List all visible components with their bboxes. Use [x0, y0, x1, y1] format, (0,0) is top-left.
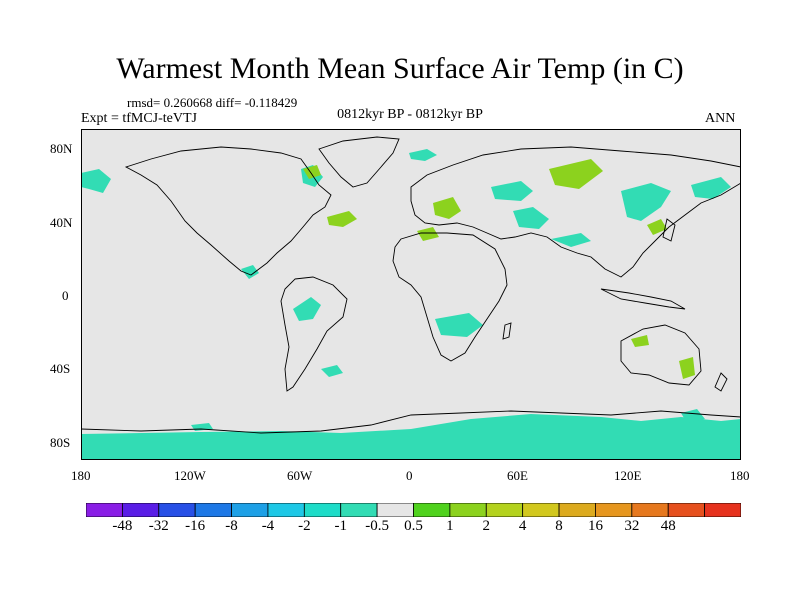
colorbar-box-9	[413, 503, 451, 517]
patch-tibet	[551, 233, 591, 247]
colorbar-label-14: 32	[624, 518, 640, 534]
patch-africa-south	[435, 313, 483, 337]
lon-label-0: 0	[406, 468, 413, 483]
lon-label-60w: 60W	[287, 468, 313, 483]
colorbar-label-6: -1	[334, 518, 347, 534]
colorbar-box-6	[303, 503, 342, 517]
patch-green-europe	[433, 197, 461, 219]
patch-bering	[81, 169, 111, 193]
colorbar-box-5	[267, 503, 305, 517]
colorbar-label-10: 2	[482, 518, 491, 534]
colorbar-box-11	[485, 503, 524, 517]
coast-antarctica	[81, 410, 741, 434]
colorbar-box-13	[558, 503, 596, 517]
lat-label-80s: 80S	[50, 435, 71, 450]
coast-greenland	[318, 136, 400, 188]
colorbar-label-7: -0.5	[365, 518, 389, 534]
lon-label-60e: 60E	[507, 468, 528, 483]
patch-green-japan	[647, 219, 667, 235]
coast-africa	[392, 232, 508, 362]
lon-label-120e: 120E	[614, 468, 642, 483]
colorbar-label-5: -2	[298, 518, 311, 534]
colorbar-box-4	[231, 503, 269, 517]
colorbar-box-17	[704, 503, 741, 517]
colorbar-label-15: 48	[660, 518, 676, 534]
map-frame	[81, 129, 741, 460]
coast-japan	[662, 218, 676, 242]
coast-madagascar	[502, 322, 512, 340]
colorbar-box-2	[158, 503, 196, 517]
patch-green-mediterranean	[417, 227, 439, 241]
colorbar-label-8: 0.5	[404, 518, 423, 534]
patch-green-siberia	[549, 159, 603, 189]
colorbar	[86, 503, 741, 517]
stats-line: rmsd= 0.260668 diff= -0.118429	[127, 95, 298, 110]
patch-caspian	[513, 207, 549, 229]
colorbar-label-3: -8	[225, 518, 238, 534]
colorbar-label-9: 1	[446, 518, 454, 534]
lon-label-180w: 180	[71, 468, 91, 483]
coast-australia	[620, 324, 702, 386]
colorbar-box-3	[194, 503, 232, 517]
coast-south-america	[280, 276, 348, 392]
colorbar-label-1: -32	[148, 518, 169, 534]
period-label: 0812kyr BP - 0812kyr BP	[337, 107, 483, 122]
world-map	[81, 129, 741, 460]
colorbar-label-0: -48	[112, 518, 133, 534]
patch-antarctic-ice	[81, 414, 741, 460]
coast-europe-asia	[410, 146, 741, 278]
chart-title: Warmest Month Mean Surface Air Temp (in …	[116, 52, 684, 85]
lon-label-180e: 180	[730, 468, 750, 483]
patch-south-america	[293, 297, 321, 321]
patch-greenland-north	[409, 149, 437, 161]
patch-kamchatka	[691, 177, 731, 199]
patch-siberia-1	[491, 181, 533, 201]
colorbar-box-10	[449, 503, 487, 517]
map-background	[81, 129, 741, 460]
colorbar-box-1	[121, 503, 160, 517]
patch-south-ocean-2	[681, 409, 705, 423]
colorbar-box-7	[340, 503, 378, 517]
colorbar-box-0	[86, 503, 123, 517]
lat-label-80n: 80N	[50, 141, 73, 156]
patch-green-atlantic	[327, 211, 357, 227]
lat-label-40n: 40N	[50, 215, 73, 230]
colorbar-label-12: 8	[555, 518, 563, 534]
colorbar-box-8	[376, 503, 414, 517]
colorbar-box-16	[667, 503, 706, 517]
patch-east-asia	[621, 183, 671, 221]
anomaly-patches	[81, 149, 741, 460]
patch-mexico	[241, 265, 259, 279]
patch-green-australia-w	[631, 335, 649, 347]
coast-indonesia	[600, 288, 686, 310]
colorbar-box-14	[595, 503, 633, 517]
colorbar-label-13: 16	[587, 518, 603, 534]
patch-green-australia-e	[679, 357, 695, 379]
coast-north-america	[124, 146, 332, 276]
colorbar-label-4: -4	[261, 518, 275, 534]
colorbar-label-11: 4	[518, 518, 527, 534]
experiment-label: Expt = tfMCJ-teVTJ	[81, 111, 197, 126]
colorbar-label-2: -16	[185, 518, 206, 534]
colorbar-box-15	[631, 503, 669, 517]
patch-pacific-south	[321, 365, 343, 377]
coast-new-zealand	[714, 372, 728, 392]
coastlines	[81, 136, 741, 434]
lat-label-40s: 40S	[50, 361, 71, 376]
lon-label-120w: 120W	[174, 468, 206, 483]
lat-label-0: 0	[62, 288, 69, 303]
season-label: ANN	[705, 111, 736, 126]
colorbar-box-12	[522, 503, 560, 517]
